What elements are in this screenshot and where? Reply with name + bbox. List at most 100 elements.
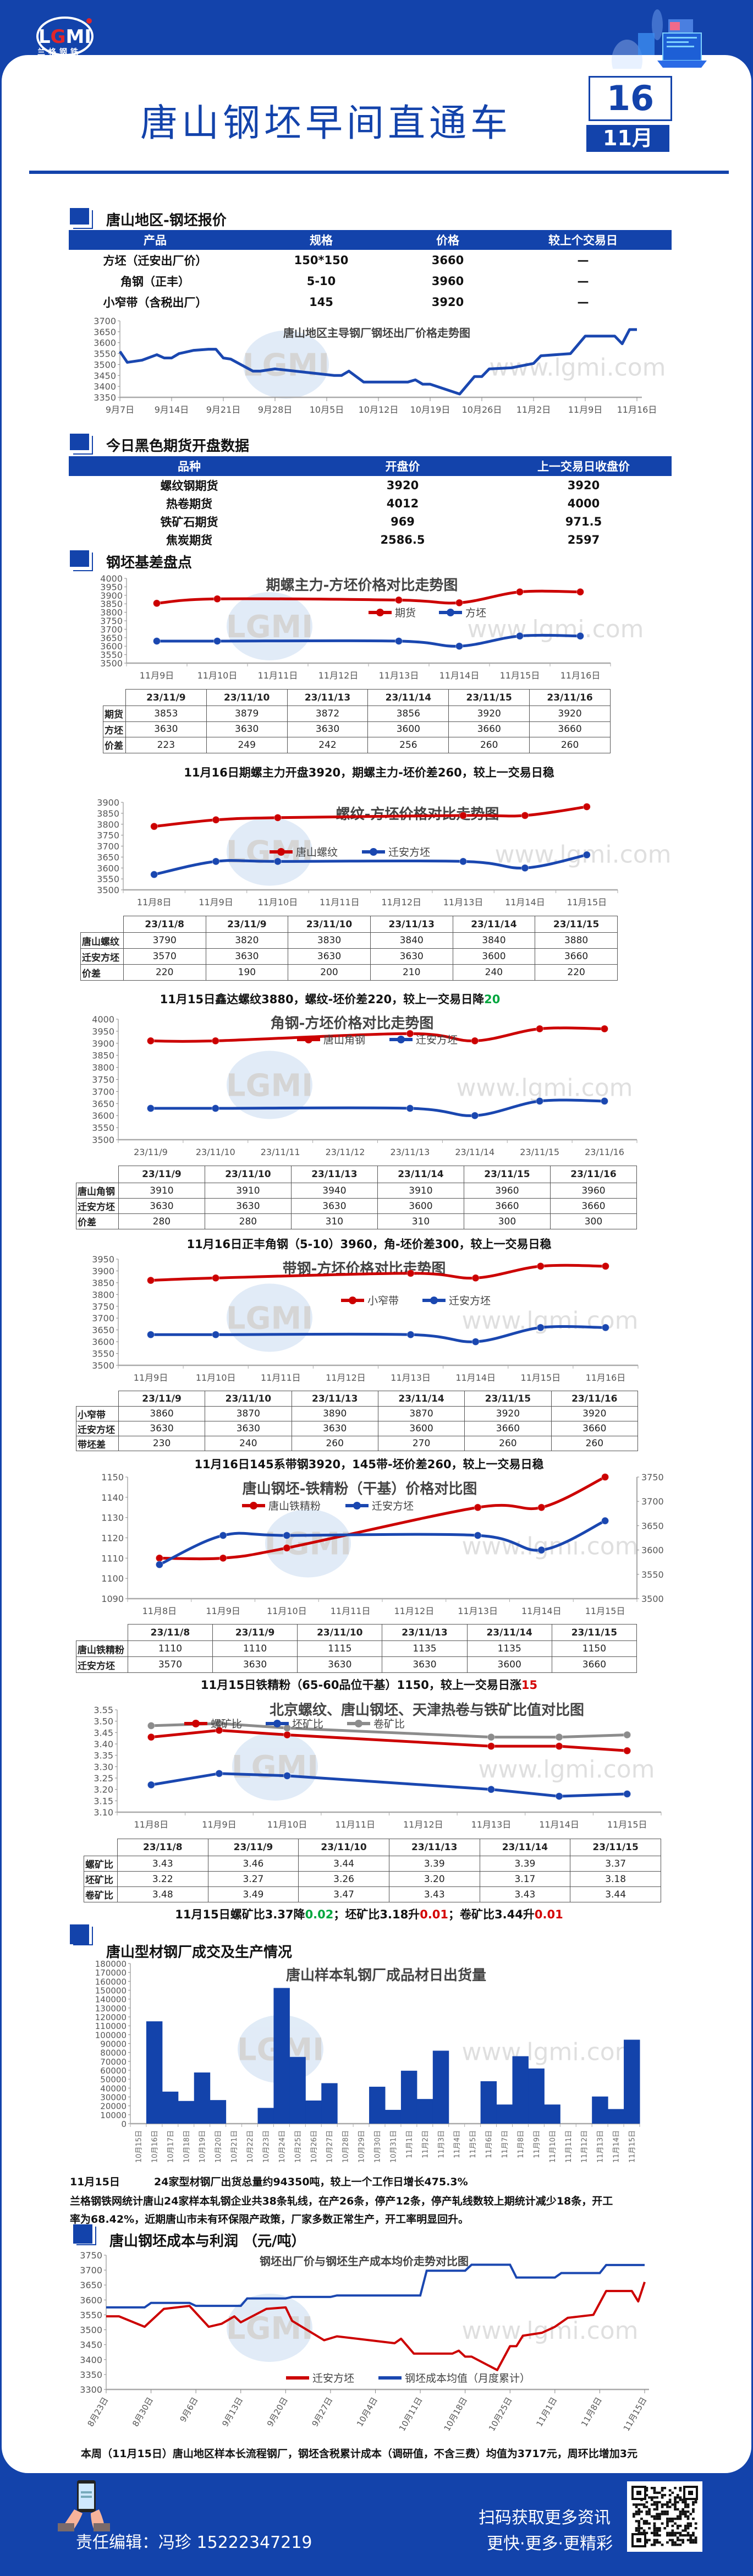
qr-code[interactable] <box>627 2481 702 2552</box>
price: 3920 <box>431 296 464 309</box>
caption-part: 20 <box>484 993 501 1006</box>
caption-part: ；卷矿比3.44升 <box>448 1908 535 1921</box>
table-cell: 1110 <box>127 1640 213 1657</box>
table-cell: 3660 <box>448 721 530 737</box>
section-marker-frame <box>73 553 93 571</box>
table-cell: 3.44 <box>298 1856 389 1872</box>
column-header: 品种 <box>178 460 201 473</box>
prev-close: 2597 <box>567 533 600 546</box>
table-cell: 3630 <box>118 1198 205 1214</box>
table-cell: 3860 <box>118 1406 206 1421</box>
column-header: 23/11/14 <box>466 1624 552 1641</box>
section-heading-basis: 钢坯基差盘点 <box>70 550 455 572</box>
shipment-date: 11月15日 <box>70 2176 120 2188</box>
table-row: 期货 3853 3879 3872 3856 3920 3920 <box>103 705 611 722</box>
change: — <box>577 254 589 267</box>
table-row: 螺矿比 3.43 3.46 3.44 3.39 3.39 3.37 <box>84 1856 661 1872</box>
table-cell: 1115 <box>297 1640 383 1657</box>
table-cell: 200 <box>288 964 371 981</box>
table-cell: 3.27 <box>207 1871 299 1887</box>
row-label: 卷矿比 <box>84 1886 118 1902</box>
section-title: 唐山地区-钢坯报价 <box>106 212 227 229</box>
table-cell: 1135 <box>466 1640 552 1657</box>
table-cell: 3920 <box>464 1406 552 1421</box>
column-header: 23/11/16 <box>549 1166 637 1183</box>
table-cell: 3630 <box>118 1421 206 1436</box>
lgmi-logo: LGMI <box>36 17 94 56</box>
table-cell: 3630 <box>290 1198 378 1214</box>
section-heading-quotes: 唐山地区-钢坯报价 <box>70 208 455 230</box>
table-cell: 3630 <box>291 1421 378 1436</box>
row-label: 方坯 <box>103 721 126 737</box>
section-marker-frame <box>73 436 93 455</box>
table-row: 唐山角钢 3910 3910 3940 3910 3960 3960 <box>76 1183 637 1199</box>
table-row: 价差 223 249 242 256 260 260 <box>103 737 611 753</box>
caption-part: 11月15日螺矿比3.37降 <box>175 1908 305 1921</box>
caption-part: 11月15日鑫达螺纹3880，螺纹-坯价差220，较上一交易日降 <box>160 993 485 1006</box>
table-cell: 300 <box>549 1213 637 1229</box>
column-header: 23/11/14 <box>367 689 449 706</box>
table-cell: 256 <box>367 737 449 753</box>
editor-contact: 责任编辑：冯珍 15222347219 <box>76 2533 312 2552</box>
section-marker-icon <box>70 208 89 225</box>
price: 3960 <box>431 275 464 288</box>
basis-caption: 11月16日期螺主力开盘3920，期螺主力-坯价差260，较上一交易日稳 <box>184 764 554 780</box>
column-header: 23/11/14 <box>377 1391 465 1407</box>
section-marker-icon <box>70 550 89 567</box>
section-heading-cost: 唐山钢坯成本与利润 （元/吨） <box>73 2224 458 2250</box>
row-label: 期货 <box>103 705 126 722</box>
table-row: 迁安方坯 3630 3630 3630 3600 3660 3660 <box>76 1421 639 1436</box>
table-cell: 3960 <box>463 1183 551 1199</box>
basis-caption: 11月16日正丰角钢（5-10）3960，角-坯价差300，较上一交易日稳 <box>187 1235 552 1252</box>
column-header: 23/11/9 <box>205 916 289 933</box>
table-cell: 3600 <box>367 721 449 737</box>
table-cell: 1150 <box>551 1640 637 1657</box>
table-cell: 310 <box>377 1213 464 1229</box>
table-cell: 3830 <box>288 932 371 949</box>
caption-part: 0.01 <box>534 1908 563 1921</box>
table-cell: 3940 <box>290 1183 378 1199</box>
table-row: 方坯 3630 3630 3630 3600 3660 3660 <box>103 721 611 737</box>
basis-caption: 11月16日145系带钢3920，145带-坯价差260，较上一交易日稳 <box>194 1456 543 1472</box>
table-cell: 220 <box>535 964 618 981</box>
table-cell: 260 <box>529 737 611 753</box>
column-header: 23/11/15 <box>463 1166 551 1183</box>
column-header: 23/11/13 <box>370 916 453 933</box>
table-row: 方坯（迁安出厂价） 150*150 3660 — <box>69 250 672 271</box>
table-cell: 3880 <box>535 932 618 949</box>
column-header: 23/11/15 <box>570 1839 661 1856</box>
table-cell: 3870 <box>377 1406 465 1421</box>
table-cell: 3820 <box>205 932 289 949</box>
table-cell: 3960 <box>549 1183 637 1199</box>
table-header: 23/11/8 23/11/9 23/11/10 23/11/13 23/11/14 23… <box>76 1624 637 1641</box>
table-header: 23/11/8 23/11/9 23/11/10 23/11/13 23/11/14 23… <box>84 1839 661 1856</box>
logo-subtitle: 兰格钢铁 <box>37 48 81 57</box>
table-cell: 3.43 <box>388 1886 480 1902</box>
table-cell: 3.26 <box>298 1871 389 1887</box>
table-cell: 3.46 <box>207 1856 299 1872</box>
table-cell: 3840 <box>452 932 536 949</box>
table-cell: 3630 <box>297 1656 383 1673</box>
section-title: 钢坯基差盘点 <box>106 555 193 571</box>
row-label: 唐山角钢 <box>76 1183 119 1199</box>
caption-part: 11月16日145系带钢3920，145带-坯价差260，较上一交易日稳 <box>194 1458 544 1471</box>
table-cell: 240 <box>452 964 536 981</box>
production-paragraph-line2: 率为68.42%，近期唐山市未有环保限产政策，厂家多数正常生产，开工率明显回升。 <box>70 2213 469 2225</box>
table-cell: 3660 <box>463 1198 551 1214</box>
column-header: 23/11/9 <box>118 1391 206 1407</box>
table-cell: 3.18 <box>570 1871 661 1887</box>
table-cell: 230 <box>118 1436 206 1451</box>
open-price: 2586.5 <box>380 533 425 546</box>
section-title: 今日黑色期货开盘数据 <box>106 438 250 455</box>
column-header: 23/11/10 <box>205 1391 292 1407</box>
prev-close: 4000 <box>567 496 600 510</box>
caption-part: 11月16日期螺主力开盘3920，期螺主力-坯价差260，较上一交易日稳 <box>184 766 554 779</box>
column-header: 23/11/14 <box>452 916 536 933</box>
table-cell: 3856 <box>367 705 449 722</box>
table-cell: 3630 <box>205 948 289 965</box>
page-title: 唐山钢坯早间直通车 <box>140 102 512 145</box>
header-divider <box>29 171 729 174</box>
table-cell: 3570 <box>127 1656 213 1673</box>
column-header: 价格 <box>436 234 459 247</box>
table-header: 产品 规格 价格 较上个交易日 <box>69 230 672 250</box>
